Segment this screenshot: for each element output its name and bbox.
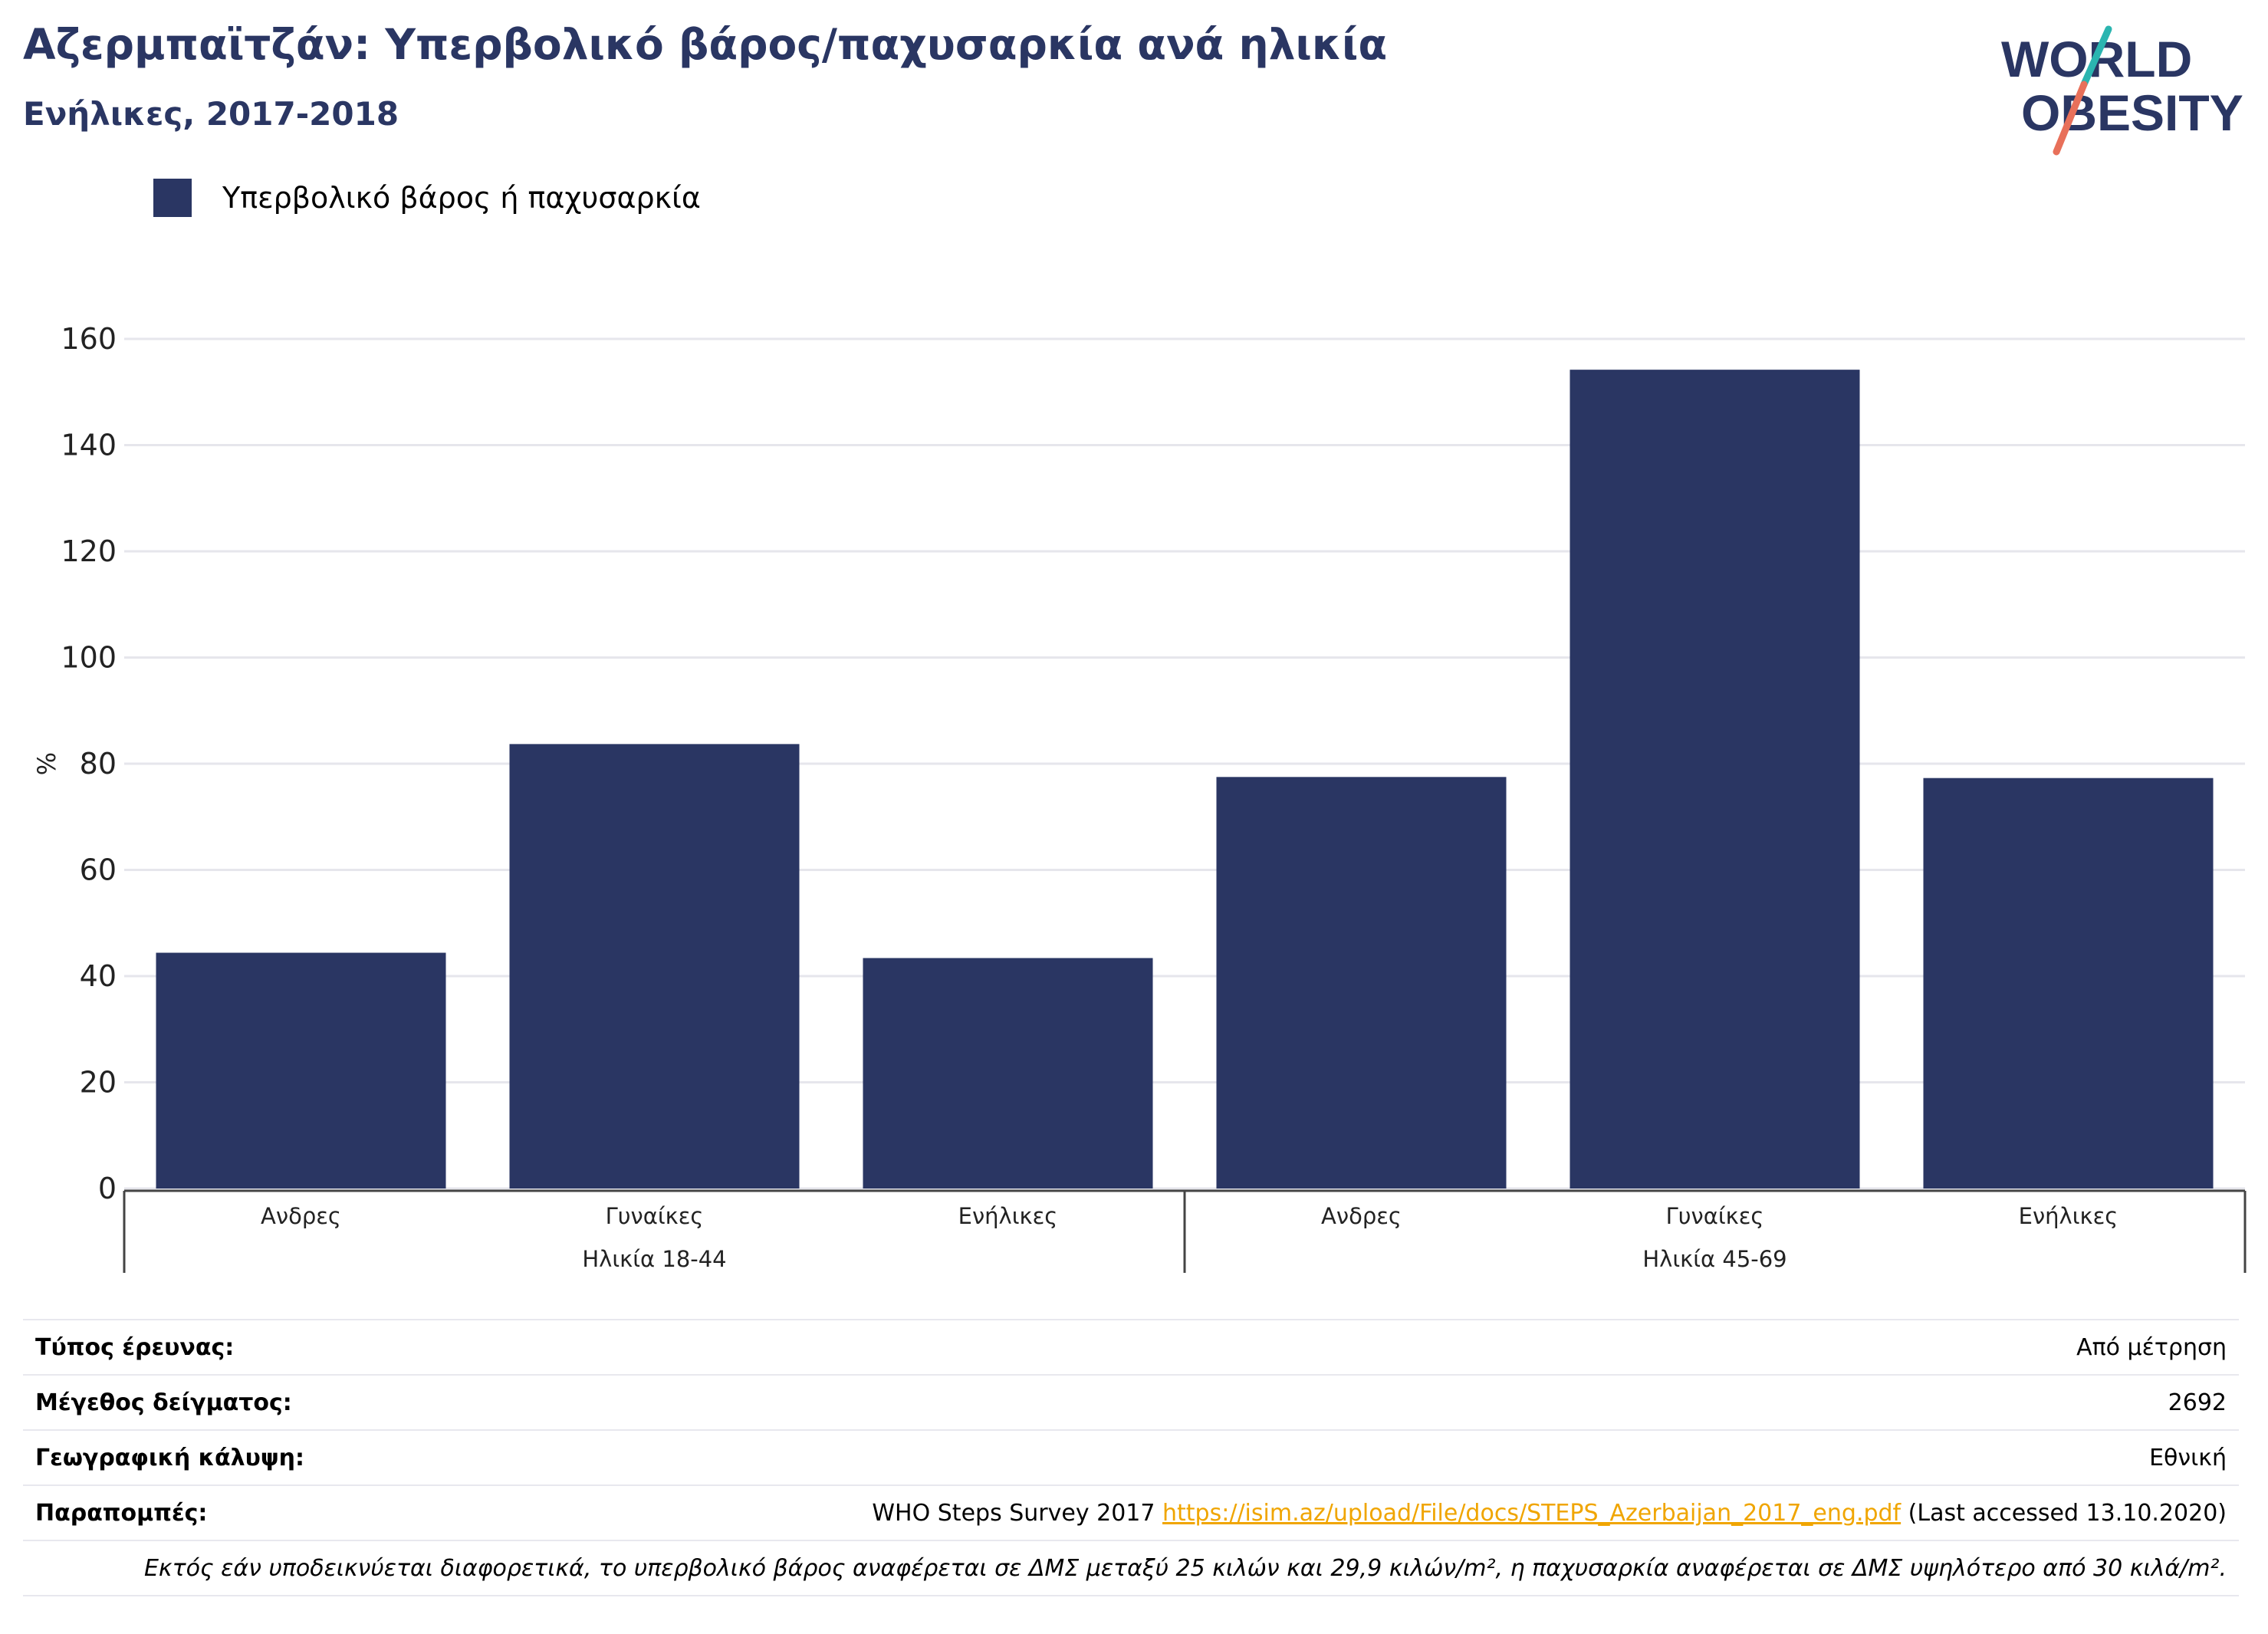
- chart-title: Αζερμπαϊτζάν: Υπερβολικό βάρος/παχυσαρκί…: [23, 20, 1388, 69]
- info-table: Τύπος έρευνας: Από μέτρηση Μέγεθος δείγμ…: [23, 1319, 2239, 1596]
- y-tick-label: 140: [61, 429, 117, 462]
- group-label: Ηλικία 45-69: [1642, 1246, 1786, 1272]
- legend-label: Υπερβολικό βάρος ή παχυσαρκία: [222, 181, 701, 215]
- y-tick-label: 100: [61, 641, 117, 675]
- y-axis-label: %: [32, 752, 61, 775]
- references-source: WHO Steps Survey 2017: [872, 1499, 1163, 1527]
- x-tick-label: Γυναίκες: [1666, 1203, 1764, 1229]
- coverage-label: Γεωγραφική κάλυψη:: [35, 1444, 305, 1471]
- legend-swatch: [153, 179, 192, 217]
- references-accessed: (Last accessed 13.10.2020): [1901, 1499, 2227, 1527]
- x-tick-label: Ενήλικες: [958, 1203, 1058, 1229]
- world-obesity-logo: WORLD OBESITY: [2001, 25, 2243, 156]
- y-tick-label: 120: [61, 534, 117, 568]
- sample-size-row: Μέγεθος δείγματος: 2692: [23, 1374, 2239, 1429]
- x-tick-label: Ανδρες: [261, 1203, 341, 1229]
- x-tick-label: Γυναίκες: [606, 1203, 704, 1229]
- bar: [863, 958, 1153, 1189]
- y-tick-label: 40: [80, 959, 117, 993]
- survey-type-row: Τύπος έρευνας: Από μέτρηση: [23, 1319, 2239, 1374]
- coverage-value: Εθνική: [2149, 1444, 2227, 1471]
- y-tick-label: 20: [80, 1066, 117, 1100]
- chart-legend: Υπερβολικό βάρος ή παχυσαρκία: [153, 176, 701, 219]
- bar: [156, 952, 446, 1189]
- sample-size-value: 2692: [2168, 1389, 2227, 1416]
- chart-subtitle: Ενήλικες, 2017-2018: [23, 95, 399, 133]
- logo-slash-teal: [2080, 25, 2112, 88]
- y-tick-label: 60: [80, 853, 117, 887]
- sample-size-label: Μέγεθος δείγματος:: [35, 1389, 292, 1416]
- references-value: WHO Steps Survey 2017 https://isim.az/up…: [872, 1500, 2227, 1527]
- definition-note-text: Εκτός εάν υποδεικνύεται διαφορετικά, το …: [143, 1554, 2227, 1582]
- bar: [509, 744, 800, 1189]
- logo-slash-coral: [2053, 81, 2088, 156]
- bar: [1570, 370, 1860, 1189]
- y-tick-label: 0: [98, 1172, 117, 1205]
- x-tick-label: Ενήλικες: [2019, 1203, 2118, 1229]
- coverage-row: Γεωγραφική κάλυψη: Εθνική: [23, 1429, 2239, 1484]
- logo-word-obesity: OBESITY: [2021, 84, 2243, 141]
- bar-chart: 0 20 40 60 80 100 120 140 160% Ανδρες Γυναίκες Ενήλ…: [32, 322, 2247, 1273]
- bar: [1216, 777, 1507, 1189]
- definition-note: Εκτός εάν υποδεικνύεται διαφορετικά, το …: [23, 1540, 2239, 1596]
- references-label: Παραπομπές:: [35, 1499, 208, 1527]
- y-tick-label: 160: [61, 322, 117, 356]
- bar: [1923, 778, 2214, 1189]
- group-label: Ηλικία 18-44: [582, 1246, 726, 1272]
- references-link[interactable]: https://isim.az/upload/File/docs/STEPS_A…: [1162, 1499, 1902, 1527]
- references-row: Παραπομπές: WHO Steps Survey 2017 https:…: [23, 1484, 2239, 1540]
- survey-type-label: Τύπος έρευνας:: [35, 1333, 235, 1361]
- survey-type-value: Από μέτρηση: [2076, 1333, 2227, 1361]
- x-tick-label: Ανδρες: [1321, 1203, 1402, 1229]
- y-tick-label: 80: [80, 747, 117, 781]
